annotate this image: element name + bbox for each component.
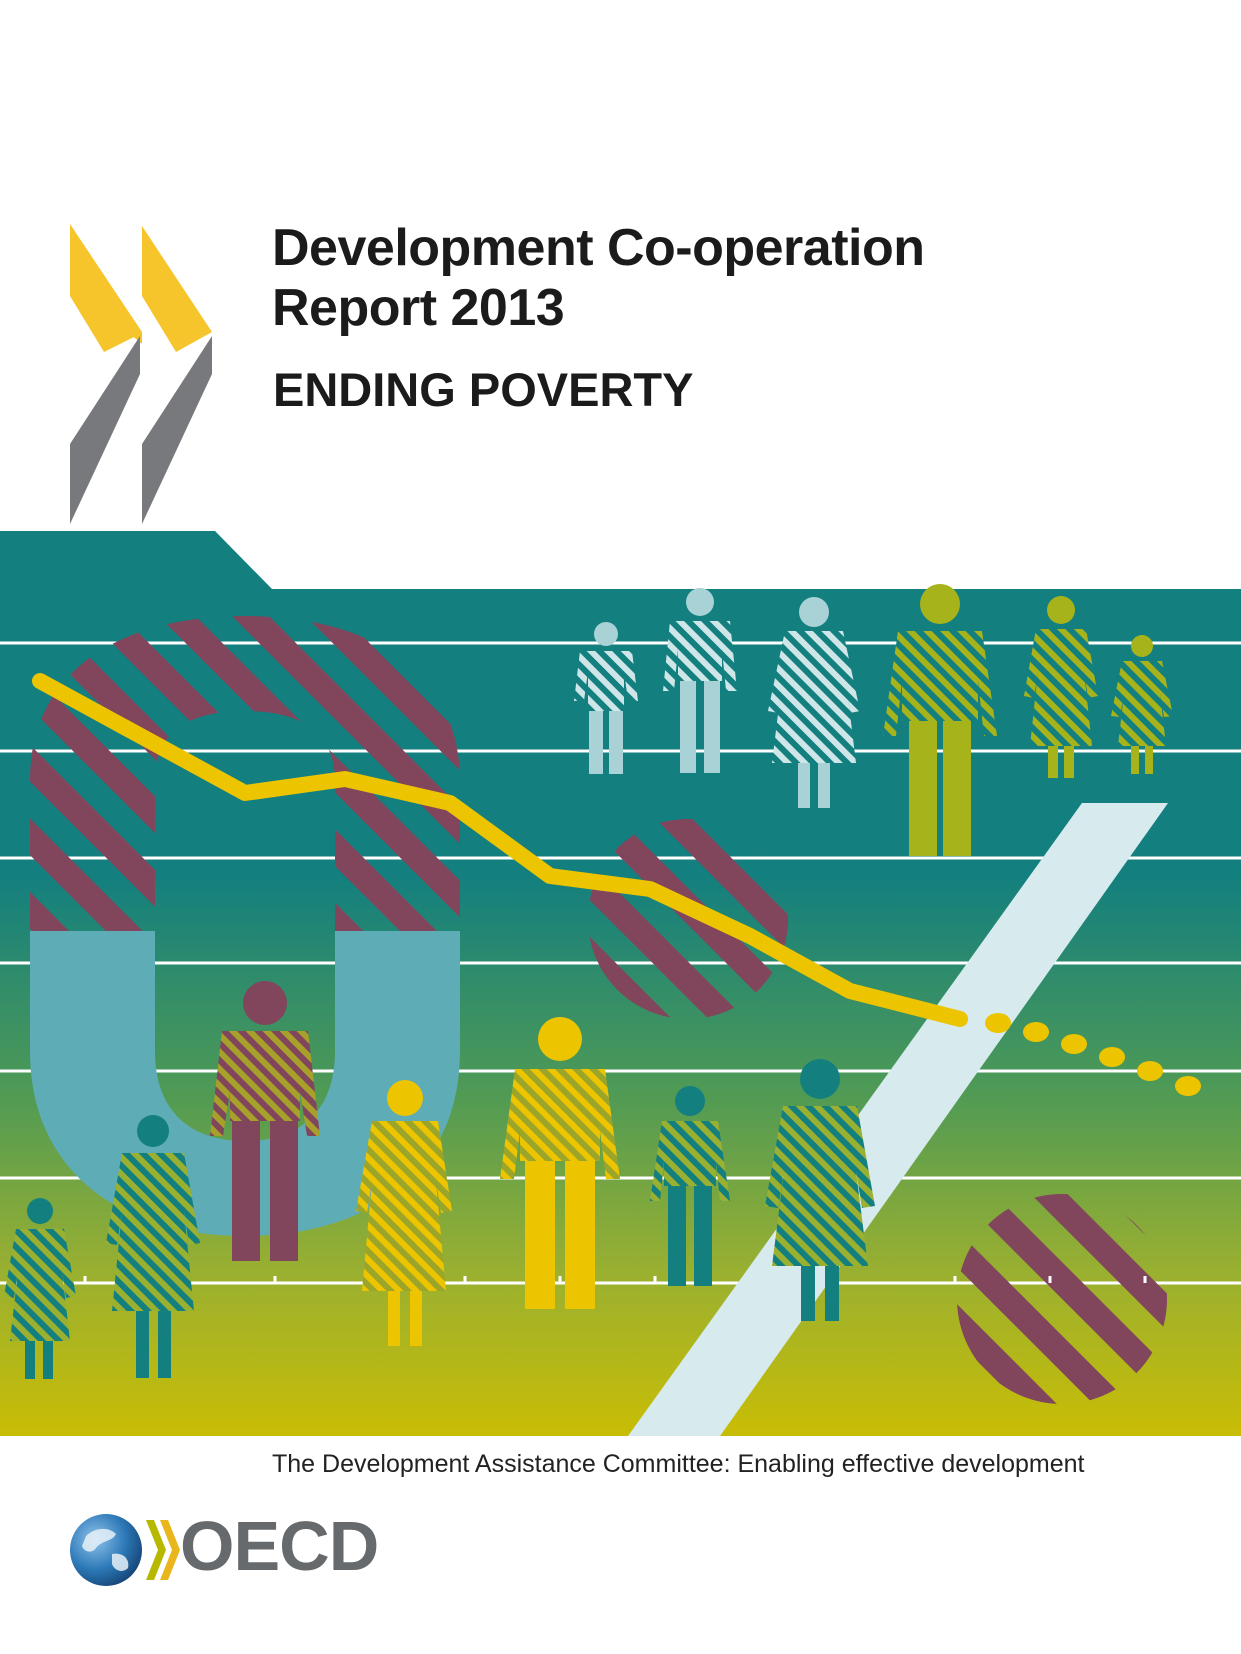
people-top-row — [574, 584, 1173, 856]
report-subtitle: ENDING POVERTY — [273, 363, 694, 416]
cover-illustration — [0, 531, 1241, 1436]
oecd-wordmark: OECD — [180, 1507, 379, 1585]
globe-icon — [70, 1514, 180, 1586]
title-line-2: Report 2013 — [272, 279, 565, 337]
report-title: Development Co-operation Report 2013 — [272, 218, 925, 338]
title-line-1: Development Co-operation — [272, 219, 925, 277]
tagline: The Development Assistance Committee: En… — [272, 1450, 1085, 1478]
people-bottom-row — [4, 981, 875, 1379]
oecd-chevrons-icon — [70, 224, 212, 524]
